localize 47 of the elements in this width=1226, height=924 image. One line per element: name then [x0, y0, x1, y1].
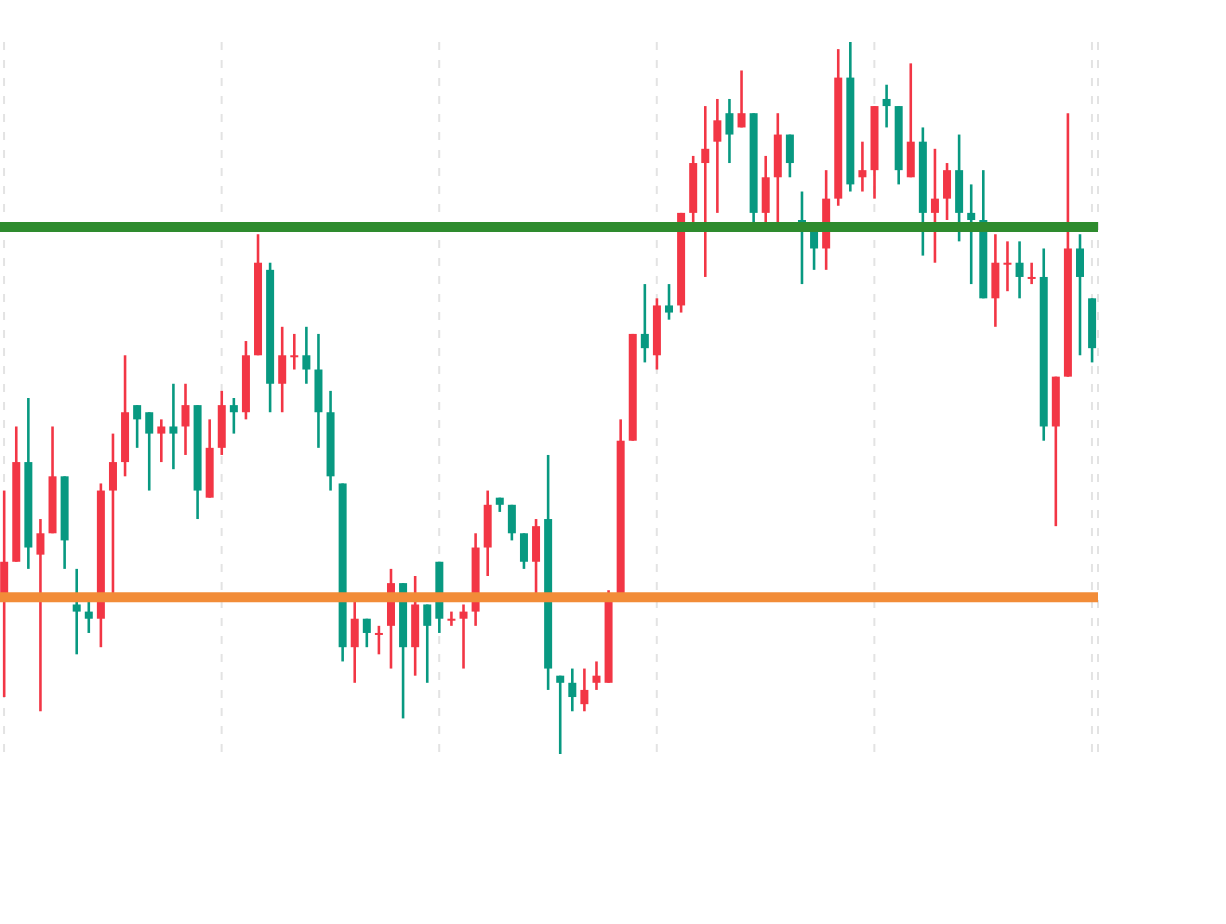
candlestick	[145, 410, 154, 492]
candlestick	[568, 667, 577, 713]
candlestick	[169, 382, 178, 471]
candlestick	[181, 382, 190, 457]
candlestick	[217, 389, 226, 457]
candlestick	[580, 667, 589, 713]
candlestick	[157, 418, 166, 464]
candlestick	[374, 624, 383, 656]
candlestick	[314, 332, 323, 450]
candlestick	[955, 133, 964, 243]
candlestick	[519, 531, 528, 571]
candlestick	[483, 489, 492, 578]
candlestick	[1076, 232, 1084, 357]
candlestick	[665, 282, 674, 321]
candlestick	[943, 161, 952, 222]
candlestick	[967, 183, 976, 286]
candlestick	[1015, 240, 1024, 300]
candlestick	[133, 403, 142, 450]
candlestick	[72, 567, 81, 656]
candlestick	[459, 603, 468, 670]
candlestick	[713, 97, 722, 215]
candlestick	[423, 603, 432, 685]
candlestick	[785, 133, 794, 179]
candlestick	[906, 62, 915, 179]
candlestick	[36, 517, 45, 713]
candlestick	[302, 325, 311, 386]
candlestick	[701, 104, 710, 279]
candlestick	[507, 503, 516, 542]
candlestick	[640, 282, 649, 364]
candlestick	[290, 332, 299, 371]
candlestick	[362, 617, 371, 649]
candlestick	[725, 97, 734, 165]
candlestick	[447, 610, 456, 628]
candlestick	[592, 660, 601, 692]
candlestick	[350, 596, 359, 685]
candlestick	[1027, 261, 1036, 286]
candlestick	[556, 674, 565, 754]
candlestick	[1003, 240, 1012, 293]
candlestick	[278, 325, 287, 414]
candlestick	[229, 396, 238, 435]
candlestick	[882, 83, 891, 129]
candlestick	[737, 69, 746, 129]
candlestick	[411, 574, 420, 677]
candlestick	[991, 232, 1000, 329]
candlestick	[84, 596, 93, 635]
candlestick	[930, 147, 939, 265]
candlestick	[858, 140, 867, 193]
